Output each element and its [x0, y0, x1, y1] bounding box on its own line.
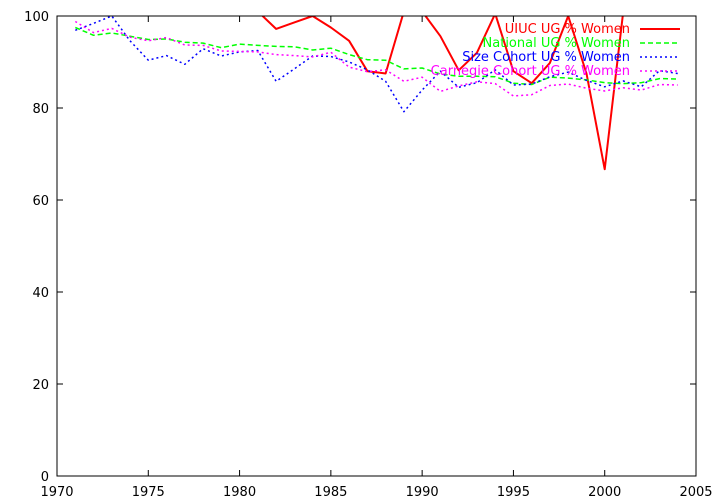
- x-tick-label: 2000: [588, 485, 621, 500]
- y-tick-label: 80: [32, 102, 49, 117]
- x-tick-label: 1995: [497, 485, 530, 500]
- series-line-2: [75, 26, 678, 86]
- plot-frame: [56, 15, 697, 477]
- axes-layer: 1970 1975 1980 1985 1990 1995 2000 2005 0 20 40 60 8…: [24, 10, 712, 500]
- legend-label-3: Size Cohort UG % Women: [462, 50, 630, 65]
- y-tick-label: 40: [32, 286, 49, 301]
- x-tick-label: 1970: [40, 485, 73, 500]
- y-tick-label: 20: [32, 378, 49, 393]
- legend-label-1: UIUC UG % Women: [505, 22, 630, 37]
- y-tick-label: 0: [41, 470, 49, 485]
- legend-label-2: National UG % Women: [483, 36, 630, 51]
- x-tick-label: 1990: [406, 485, 439, 500]
- x-tick-label: 1985: [314, 485, 347, 500]
- x-tick-label: 1980: [223, 485, 256, 500]
- series-line-4: [74, 20, 678, 97]
- y-tick-label: 100: [24, 10, 49, 25]
- series-layer: [74, 16, 678, 171]
- y-tick-label: 60: [32, 194, 49, 209]
- series-line-1: [261, 16, 624, 171]
- series-line-3: [75, 16, 678, 113]
- x-tick-label: 2005: [679, 485, 712, 500]
- x-tick-label: 1975: [132, 485, 165, 500]
- legend-label-4: Carnegie Cohort UG % Women: [431, 64, 630, 79]
